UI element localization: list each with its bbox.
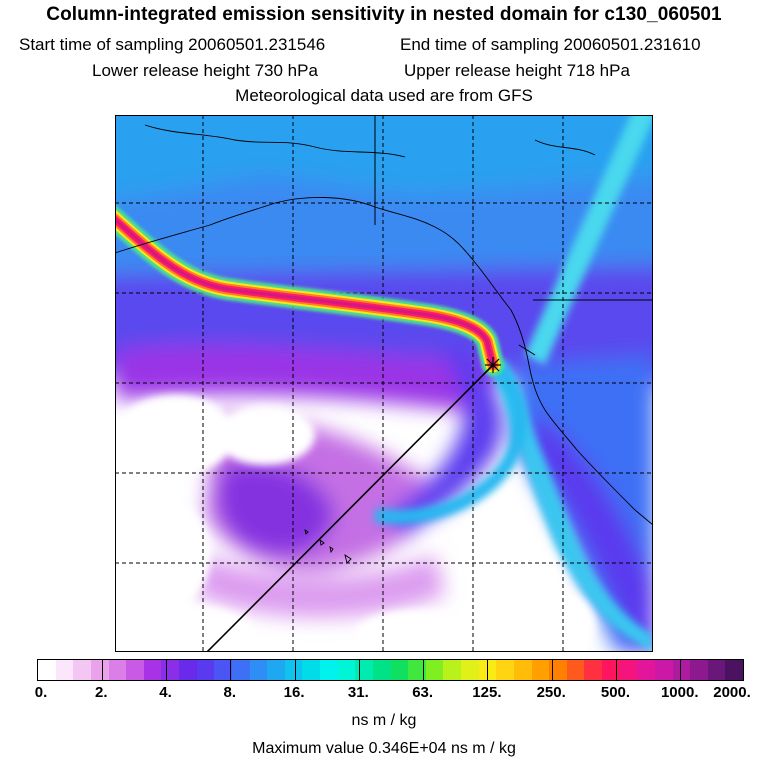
colorbar-tick-mark <box>423 660 425 680</box>
colorbar-segment <box>196 660 215 680</box>
colorbar-segment <box>143 660 162 680</box>
release-point-marker <box>485 357 501 373</box>
map-frame <box>115 115 653 652</box>
colorbar-segment <box>654 660 673 680</box>
minimal-sensitivity-patches <box>115 395 595 652</box>
colorbar-segment <box>443 660 461 680</box>
colorbar-segment <box>461 660 479 680</box>
colorbar-segment <box>584 660 602 680</box>
colorbar-segment <box>549 660 567 680</box>
colorbar-segment <box>408 660 426 680</box>
colorbar-segment <box>672 660 691 680</box>
colorbar-segment <box>496 660 514 680</box>
colorbar-segment <box>602 660 620 680</box>
maximum-value-line: Maximum value 0.346E+04 ns m / kg <box>0 740 768 758</box>
colorbar-tick-mark <box>680 660 682 680</box>
colorbar-tick-label: 250. <box>536 684 566 701</box>
colorbar-segment <box>531 660 550 680</box>
high-sensitivity-plume <box>115 205 504 376</box>
colorbar-segment <box>90 660 109 680</box>
met-data-line: Meteorological data used are from GFS <box>235 86 533 105</box>
start-time-label: Start time of sampling <box>19 35 184 54</box>
colorbar-segment <box>126 660 144 680</box>
upper-height-label: Upper release height <box>404 61 562 80</box>
colorbar-segment <box>38 660 56 680</box>
colorbar-segment <box>372 660 391 680</box>
colorbar-tick-mark <box>358 660 360 680</box>
colorbar-tick-label: 2000. <box>713 684 751 701</box>
colorbar-tick-mark <box>615 660 617 680</box>
colorbar-tick-label: 31. <box>347 684 369 701</box>
colorbar-segment <box>707 660 726 680</box>
colorbar-segment <box>566 660 585 680</box>
start-time-value: 20060501.231546 <box>188 35 326 54</box>
colorbar-segment <box>513 660 532 680</box>
colorbar-segment <box>725 660 743 680</box>
colorbar-tick-label: 4. <box>159 684 172 701</box>
colorbar-segment <box>390 660 409 680</box>
colorbar-tick-mark <box>294 660 296 680</box>
colorbar-segment <box>161 660 179 680</box>
colorbar-tick-label: 1000. <box>660 684 699 701</box>
colorbar-segment <box>249 660 268 680</box>
map-canvas <box>115 115 653 652</box>
cyan-plume-north <box>525 115 653 365</box>
boundaries <box>374 115 653 356</box>
colorbar-segment <box>73 660 91 680</box>
lower-height-label: Lower release height <box>92 61 250 80</box>
colorbar-segment <box>425 660 444 680</box>
colorbar-tick-mark <box>166 660 168 680</box>
lower-height-line: Lower release height 730 hPa <box>92 61 318 81</box>
cyan-plume-south <box>490 360 653 652</box>
colorbar-segment <box>284 660 303 680</box>
end-time-label: End time of sampling <box>400 35 559 54</box>
colorbar-segment <box>320 660 338 680</box>
colorbar-segment <box>337 660 356 680</box>
colorbar-tick-label: 63. <box>412 684 434 701</box>
colorbar-tick-label: 2. <box>95 684 108 701</box>
colorbar-segment <box>637 660 655 680</box>
lower-height-value: 730 hPa <box>254 61 318 80</box>
colorbar-tick-mark <box>487 660 489 680</box>
end-time-value: 20060501.231610 <box>563 35 701 54</box>
colorbar-segment <box>55 660 74 680</box>
cyan-arc <box>373 360 527 524</box>
release-line <box>206 364 494 652</box>
plot-title: Column-integrated emission sensitivity i… <box>46 4 722 25</box>
maximum-value-label: Maximum value <box>252 740 365 757</box>
end-time-line: End time of sampling 20060501.231610 <box>400 35 701 55</box>
colorbar-tick-mark <box>230 660 232 680</box>
maximum-value-units: ns m / kg <box>450 740 516 757</box>
colorbar-tick-label: 500. <box>600 684 631 701</box>
colorbar-segment <box>231 660 250 680</box>
colorbar-tick-label: 16. <box>283 684 305 701</box>
upper-height-line: Upper release height 718 hPa <box>404 61 630 81</box>
graticule <box>115 115 653 652</box>
colorbar-segment <box>690 660 708 680</box>
colorbar-segment <box>214 660 232 680</box>
emission-sensitivity-map <box>115 115 653 652</box>
coastlines <box>115 115 653 564</box>
maximum-value-number: 0.346E+04 <box>368 740 447 757</box>
colorbar-segment <box>267 660 285 680</box>
colorbar-segment <box>108 660 127 680</box>
upper-height-value: 718 hPa <box>566 61 630 80</box>
colorbar-tick-mark <box>101 660 103 680</box>
colorbar-segment <box>619 660 638 680</box>
colorbar-segment <box>179 660 197 680</box>
colorbar-tick-label: 0. <box>34 684 48 701</box>
colorbar-tick-mark <box>551 660 553 680</box>
start-time-line: Start time of sampling 20060501.231546 <box>19 35 325 55</box>
colorbar-units: ns m / kg <box>351 712 417 729</box>
colorbar-tick-label: 125. <box>472 684 502 701</box>
colorbar-segment <box>302 660 320 680</box>
colorbar <box>37 659 744 681</box>
colorbar-tick-label: 8. <box>223 684 237 701</box>
